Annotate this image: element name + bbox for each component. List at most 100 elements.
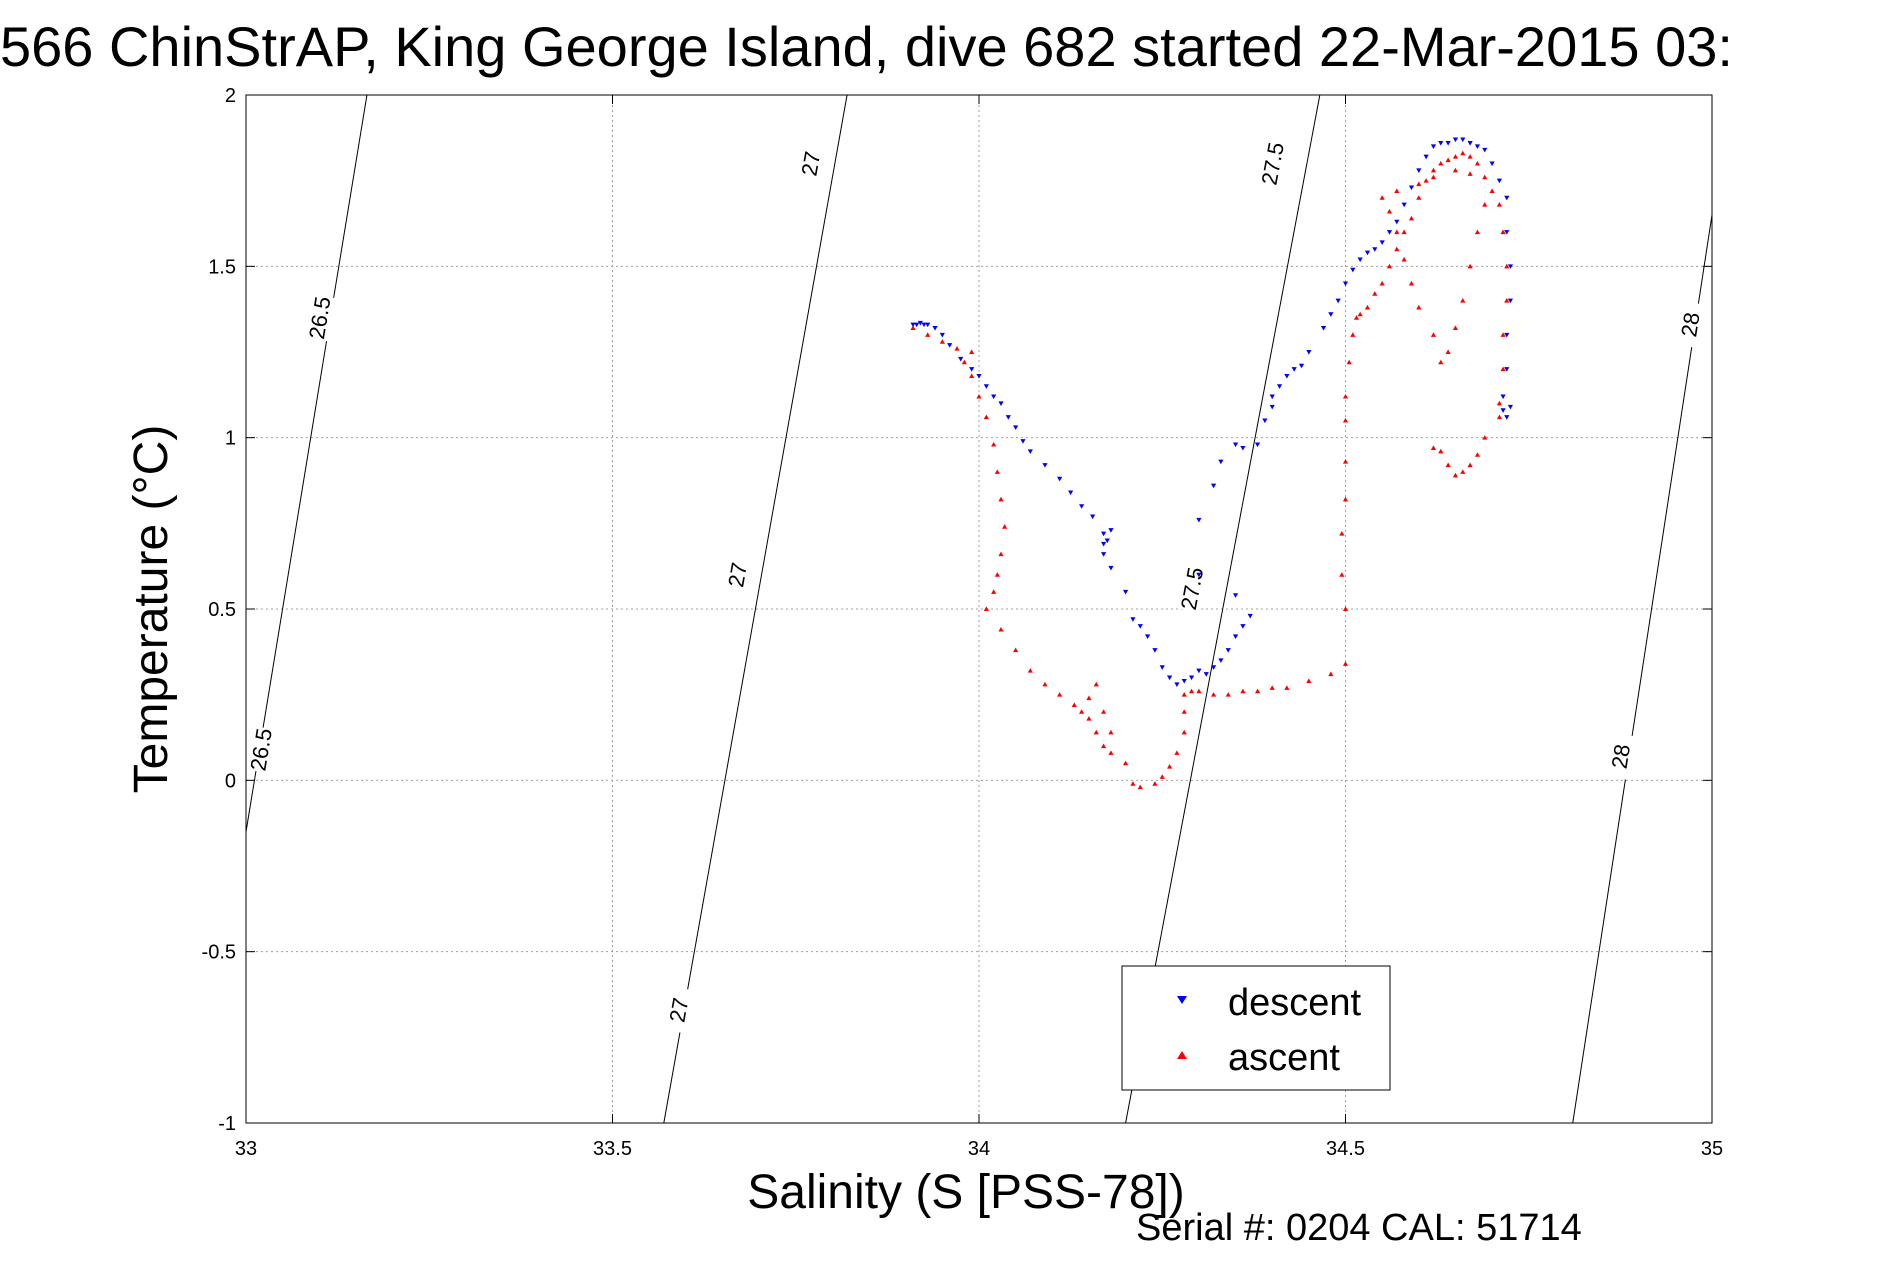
ascent-point [1306, 678, 1312, 683]
ascent-point [939, 339, 945, 344]
y-axis-label: Temperature (°C) [125, 425, 178, 794]
ascent-point [1438, 448, 1444, 454]
ascent-point [1408, 280, 1415, 286]
descent-point [969, 367, 975, 372]
ascent-point [1210, 692, 1217, 697]
ascent-point [994, 572, 1000, 577]
descent-point [1254, 442, 1261, 448]
ascent-point [1500, 366, 1506, 372]
contour-label-background [1256, 139, 1289, 188]
ascent-point [1137, 784, 1143, 790]
legend-descent-label: descent [1228, 982, 1362, 1024]
y-tick-label: -0.5 [202, 942, 236, 964]
ascent-point [1339, 531, 1345, 536]
x-tick-label: 33 [235, 1138, 257, 1160]
ascent-point [1401, 229, 1407, 235]
ascent-point [1438, 160, 1444, 166]
ascent-point [1489, 188, 1495, 193]
ascent-point [1504, 298, 1510, 303]
ascent-point [1423, 178, 1429, 183]
ascent-point [1460, 469, 1466, 474]
descent-point [1101, 552, 1107, 557]
ascent-point [1379, 280, 1385, 286]
ascent-point [1346, 359, 1352, 365]
ascent-point [1460, 150, 1466, 156]
ascent-point [1504, 263, 1510, 269]
serial-cal-footer: Serial #: 0204 CAL: 51714 [1136, 1207, 1582, 1249]
descent-point [1452, 137, 1459, 143]
contour-label-background [662, 986, 695, 1034]
ascent-point [1002, 524, 1008, 529]
ascent-point [1101, 709, 1107, 714]
ascent-point [1357, 311, 1363, 317]
descent-point [983, 384, 989, 389]
descent-point [1460, 137, 1466, 143]
ascent-point [1394, 188, 1400, 193]
grid [246, 95, 1712, 1123]
descent-point [1020, 439, 1026, 444]
ascent-point [1496, 414, 1503, 420]
descent-point [976, 373, 982, 379]
ascent-point [1342, 417, 1349, 423]
descent-point [1504, 230, 1510, 235]
ascent-point [1166, 764, 1173, 769]
descent-point [1181, 678, 1187, 684]
y-tick-label: -1 [218, 1113, 236, 1135]
ascent-point [1342, 661, 1349, 666]
ascent-point [1401, 256, 1407, 262]
descent-point [1068, 490, 1074, 496]
contour-label-background [245, 725, 277, 774]
ascent-point [1452, 167, 1459, 173]
descent-point [1500, 408, 1506, 413]
ascent-point [961, 359, 967, 365]
descent-point [1108, 528, 1114, 533]
descent-point [991, 394, 997, 400]
y-tick-label: 0 [225, 770, 236, 792]
descent-point [1364, 250, 1371, 256]
contour-label-background [721, 550, 753, 599]
descent-point [1247, 613, 1253, 619]
ascent-point [1408, 215, 1415, 221]
descent-point [1401, 202, 1407, 208]
ascent-point [991, 589, 997, 594]
descent-point [1210, 483, 1217, 489]
ascent-point [925, 332, 931, 337]
descent-point [1320, 326, 1327, 331]
x-tick-label: 34 [968, 1138, 990, 1160]
y-tick-label: 1 [225, 428, 236, 450]
ascent-point [1445, 462, 1451, 468]
descent-point [1079, 504, 1085, 509]
ascent-point [1416, 304, 1422, 310]
descent-point [1174, 682, 1180, 687]
ascent-point [1467, 154, 1473, 159]
y-tick-label: 1.5 [208, 256, 236, 278]
descent-point [1104, 538, 1110, 544]
descent-point [1152, 648, 1158, 653]
ascent-point [1496, 400, 1503, 406]
descent-point [1438, 140, 1444, 146]
ascent-point [1500, 332, 1506, 337]
descent-series [910, 137, 1514, 687]
ascent-point [1174, 750, 1180, 755]
descent-point [1284, 373, 1290, 379]
ascent-point [1269, 685, 1275, 690]
ascent-point [1159, 774, 1165, 779]
descent-point [1269, 394, 1275, 400]
descent-point [1042, 463, 1048, 468]
ascent-point [1027, 668, 1033, 673]
ascent-point [1350, 332, 1356, 337]
ascent-point [1152, 781, 1158, 786]
descent-point [1496, 178, 1503, 184]
descent-point [1445, 140, 1451, 146]
descent-point [1203, 672, 1209, 677]
descent-point [1357, 257, 1363, 263]
ascent-point [1460, 298, 1466, 303]
ascent-point [1123, 760, 1129, 766]
descent-point [1232, 593, 1239, 598]
ascent-point [969, 349, 975, 354]
ascent-point [976, 393, 982, 399]
ascent-point [1394, 246, 1400, 252]
descent-point [1210, 665, 1217, 670]
y-tick-label: 0.5 [208, 599, 236, 621]
ascent-point [1467, 462, 1473, 468]
